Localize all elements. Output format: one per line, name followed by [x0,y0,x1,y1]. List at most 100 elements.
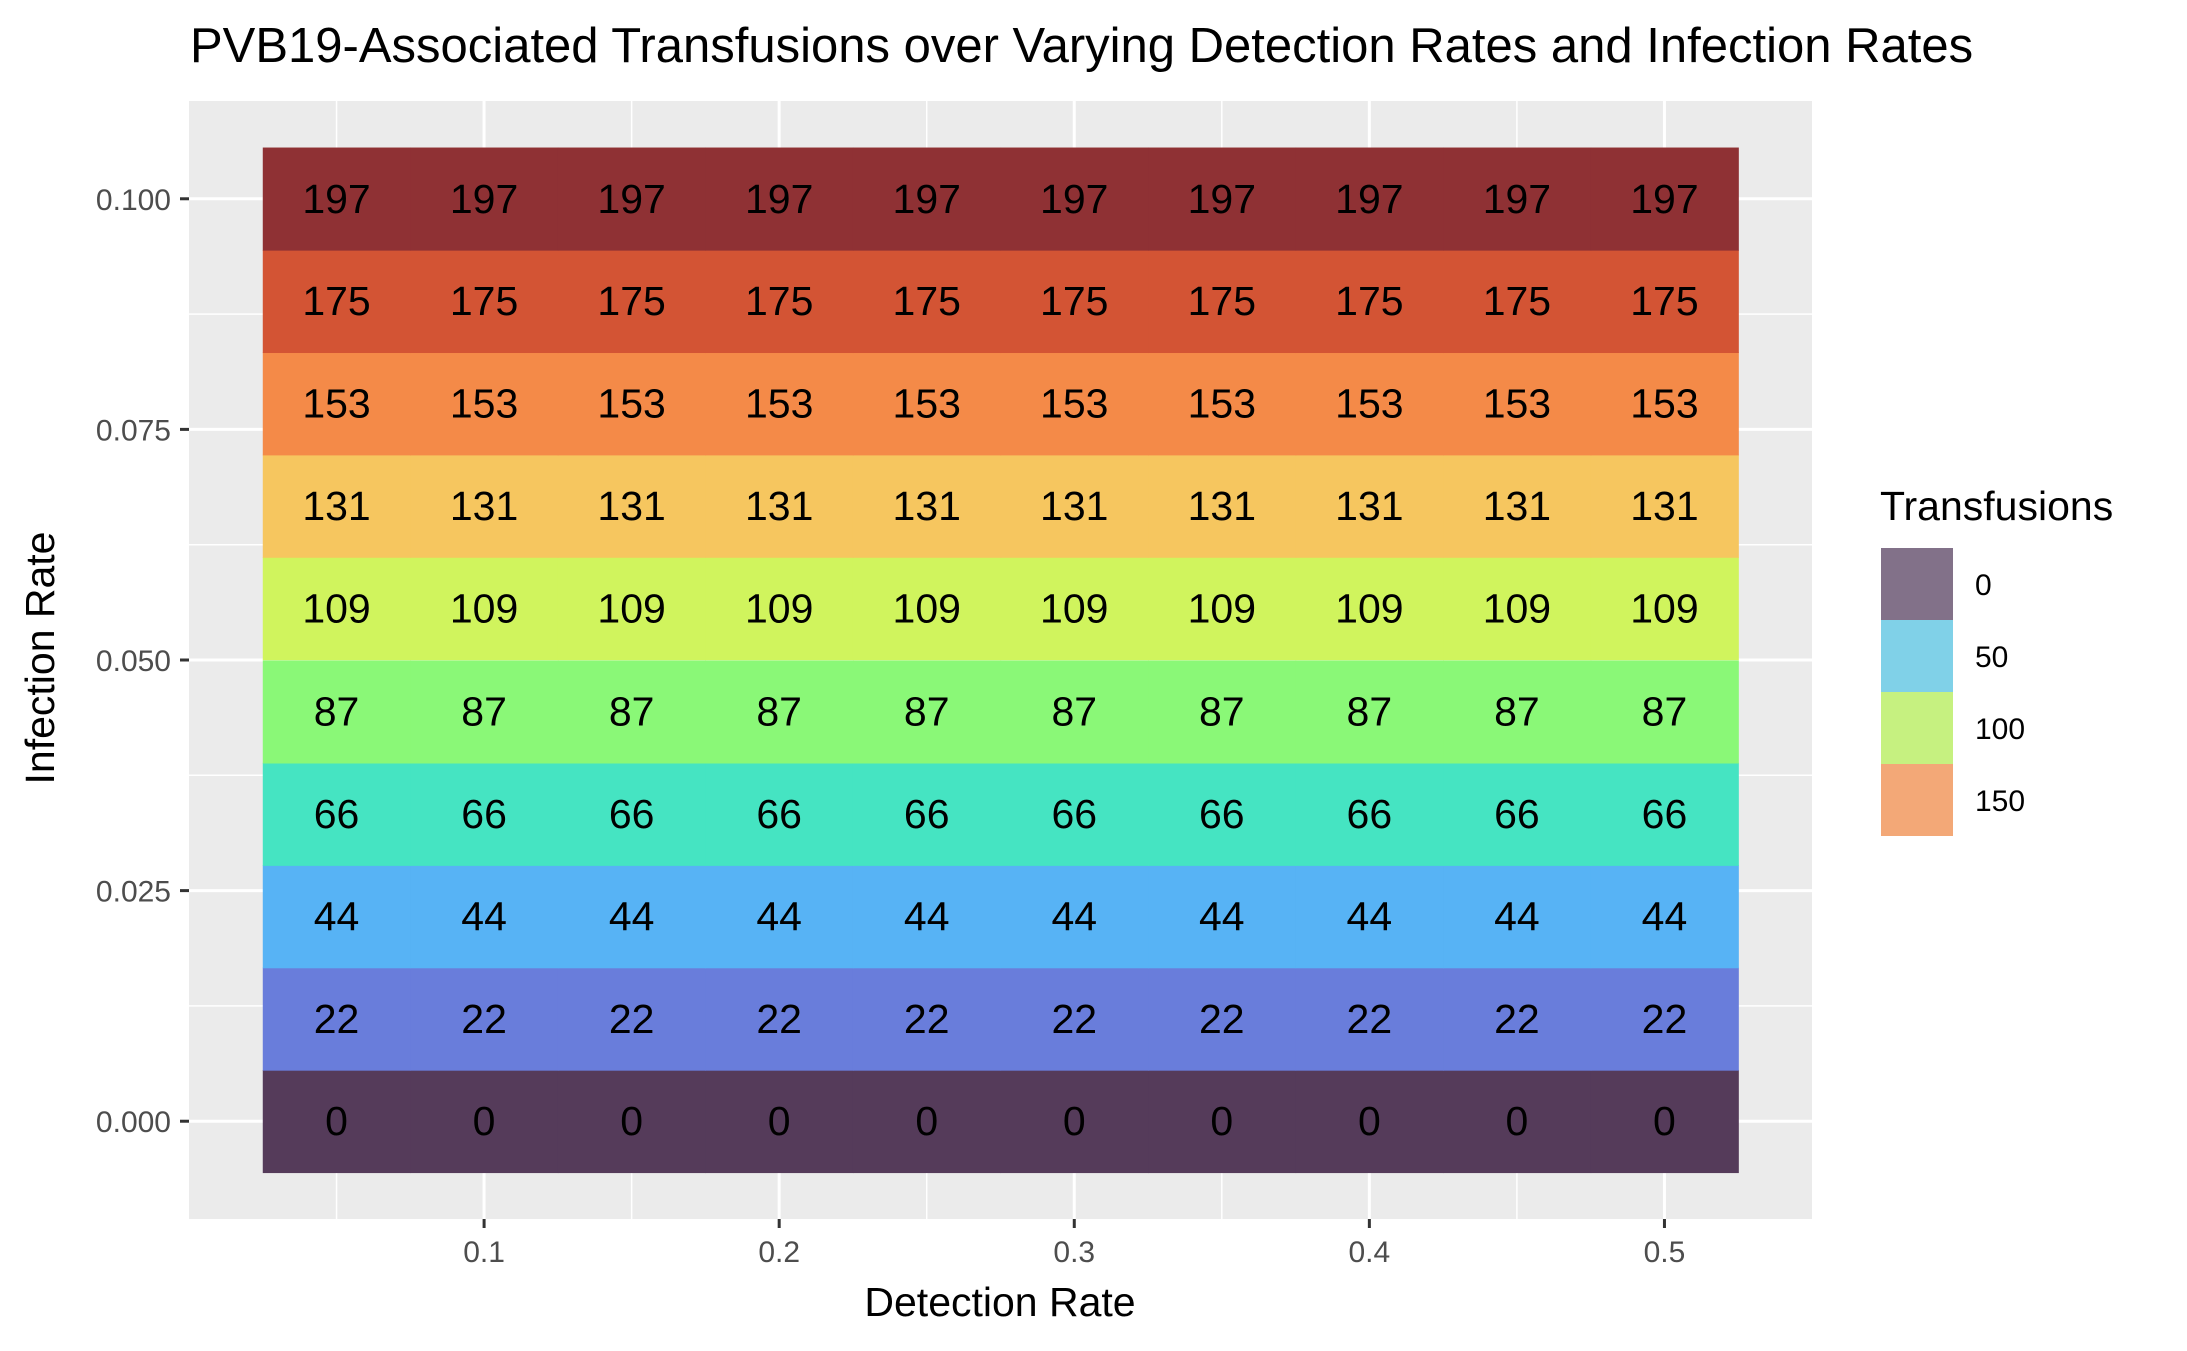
x-tick-label: 0.3 [1053,1236,1095,1269]
cell-value-label: 197 [745,176,813,222]
heatmap-tile [1590,1069,1739,1174]
legend-key [1881,764,1953,836]
heatmap-tile [262,147,411,251]
cell-value-label: 87 [461,689,507,735]
heatmap-tile [410,865,559,969]
heatmap-tile [1295,762,1444,866]
cell-value-label: 175 [893,278,961,324]
cell-value-label: 0 [1653,1098,1676,1144]
heatmap-tile [852,660,1002,764]
heatmap-tile [852,454,1002,558]
heatmap-tile [705,352,854,456]
cell-value-label: 22 [1199,996,1245,1042]
x-tick-label: 0.5 [1644,1236,1686,1269]
heatmap-tile [557,557,707,661]
cell-value-label: 87 [1051,689,1097,735]
heatmap-tile [557,762,707,866]
cell-value-label: 44 [1642,893,1688,939]
heatmap-tile [1443,352,1592,456]
cell-value-label: 66 [756,791,802,837]
cell-value-label: 197 [1188,176,1256,222]
heatmap-tile [557,454,707,558]
x-axis-title: Detection Rate [864,1279,1135,1325]
heatmap-tile [705,454,854,558]
heatmap-tile [1295,352,1444,456]
heatmap-tile [705,762,854,866]
cell-value-label: 66 [1199,791,1245,837]
cell-value-label: 109 [450,585,518,631]
heatmap-tile [1295,967,1444,1071]
heatmap-tile [705,249,854,354]
heatmap-tile [705,1069,854,1174]
cell-value-label: 22 [1347,996,1393,1042]
cell-value-label: 87 [1494,689,1540,735]
heatmap-tile [410,557,559,661]
cell-value-label: 44 [1347,893,1393,939]
heatmap-tile [705,147,854,251]
heatmap-tile [1000,1069,1149,1174]
cell-value-label: 131 [893,483,961,529]
cell-value-label: 44 [314,893,360,939]
cell-value-label: 87 [314,689,360,735]
heatmap-tile [1000,967,1149,1071]
heatmap-tile [557,660,707,764]
y-tick-label: 0.000 [96,1106,171,1139]
cell-value-label: 0 [1063,1098,1086,1144]
heatmap-tile [1148,147,1297,251]
legend-title: Transfusions [1880,483,2113,529]
cell-value-label: 66 [1347,791,1393,837]
heatmap-tile [557,147,707,251]
heatmap-tile [1443,1069,1592,1174]
cell-value-label: 0 [473,1098,496,1144]
heatmap-tile [1443,967,1592,1071]
x-tick-label: 0.4 [1349,1236,1391,1269]
cell-value-label: 87 [1347,689,1393,735]
heatmap-tile [1295,147,1444,251]
heatmap-tile [705,660,854,764]
cell-value-label: 66 [461,791,507,837]
heatmap-tile [1443,249,1592,354]
heatmap-tile [852,352,1002,456]
cell-value-label: 0 [1210,1098,1233,1144]
cell-value-label: 109 [1188,585,1256,631]
heatmap-tile [1148,865,1297,969]
cell-value-label: 22 [1494,996,1540,1042]
legend-key [1881,692,1953,764]
heatmap-tile [410,249,559,354]
heatmap-tile [1000,249,1149,354]
cell-value-label: 131 [597,483,665,529]
cell-value-label: 197 [302,176,370,222]
heatmap-tile [852,147,1002,251]
cell-value-label: 153 [1630,381,1698,427]
legend-key-label: 100 [1975,713,2025,746]
cell-value-label: 0 [915,1098,938,1144]
heatmap-tile [1590,557,1739,661]
x-tick-label: 0.2 [758,1236,800,1269]
heatmap-tile [1000,865,1149,969]
heatmap-tile [1590,454,1739,558]
heatmap-tile [1295,660,1444,764]
cell-value-label: 197 [1040,176,1108,222]
heatmap-tile [1000,557,1149,661]
heatmap-tile [1590,967,1739,1071]
cell-value-label: 87 [609,689,655,735]
cell-value-label: 131 [450,483,518,529]
cell-value-label: 175 [1630,278,1698,324]
legend-key-label: 0 [1975,569,1992,602]
heatmap-tile [410,762,559,866]
heatmap-tile [1590,352,1739,456]
heatmap-tile [1148,762,1297,866]
heatmap-tile [1590,865,1739,969]
cell-value-label: 197 [1483,176,1551,222]
cell-value-label: 153 [1483,381,1551,427]
cell-value-label: 44 [1051,893,1097,939]
heatmap-tile [1000,660,1149,764]
cell-value-label: 0 [1506,1098,1529,1144]
cell-value-label: 44 [756,893,802,939]
heatmap-tile [262,249,411,354]
heatmap-tile [557,352,707,456]
heatmap-tile [1590,762,1739,866]
cell-value-label: 22 [314,996,360,1042]
cell-value-label: 175 [745,278,813,324]
